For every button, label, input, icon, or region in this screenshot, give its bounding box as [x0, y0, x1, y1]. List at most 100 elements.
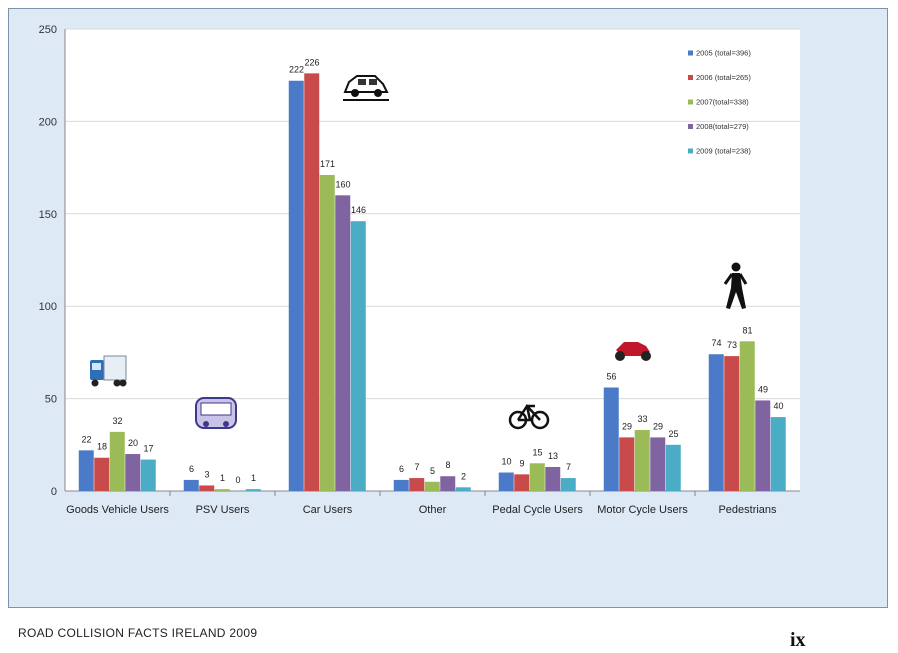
bar [214, 489, 230, 491]
data-label: 160 [335, 179, 350, 189]
legend-swatch [688, 50, 693, 56]
data-label: 5 [430, 466, 435, 476]
motorcycle-icon [615, 342, 651, 361]
bar [424, 481, 440, 491]
bicycle-icon [508, 403, 550, 430]
data-label: 146 [351, 205, 366, 215]
bus-icon [195, 397, 237, 429]
bar [319, 174, 335, 491]
x-tick-label: Motor Cycle Users [597, 504, 688, 516]
bar [739, 341, 755, 491]
data-label: 3 [204, 469, 209, 479]
legend-label: 2006 (total=265) [696, 73, 751, 82]
data-label: 222 [289, 65, 304, 75]
data-label: 17 [143, 444, 153, 454]
data-label: 8 [445, 460, 450, 470]
bars [78, 73, 786, 492]
footer-title: ROAD COLLISION FACTS IRELAND 2009 [18, 626, 258, 640]
bar [125, 454, 141, 491]
data-label: 73 [727, 340, 737, 350]
bar [183, 479, 199, 491]
car-icon [343, 75, 389, 101]
legend-swatch [688, 148, 693, 154]
data-label: 40 [773, 401, 783, 411]
legend-label: 2008(total=279) [696, 122, 749, 131]
legend: 2005 (total=396) 2006 (total=265) 2007(tot… [688, 49, 751, 156]
bar [393, 479, 409, 491]
data-label: 74 [711, 338, 721, 348]
legend-swatch [688, 99, 693, 105]
bar [94, 457, 110, 491]
bar [199, 485, 215, 491]
bar [409, 478, 425, 491]
data-label: 7 [414, 462, 419, 472]
page-number: ix [790, 629, 806, 651]
bar [335, 195, 351, 491]
data-label: 9 [519, 458, 524, 468]
legend-label: 2009 (total=238) [696, 147, 751, 156]
data-label: 10 [501, 457, 511, 467]
data-label: 2 [461, 471, 466, 481]
x-tick-label: Car Users [303, 504, 353, 516]
x-tick-label: Other [419, 504, 447, 516]
bar [619, 437, 635, 491]
data-label: 13 [548, 451, 558, 461]
legend-label: 2007(total=338) [696, 98, 749, 107]
data-label: 171 [320, 159, 335, 169]
data-label: 49 [758, 384, 768, 394]
y-tick-label: 250 [39, 24, 57, 36]
bar [304, 73, 320, 492]
bar [514, 474, 530, 491]
bar [708, 354, 724, 491]
y-tick-labels: 0 50 100 150 200 250 [39, 24, 57, 498]
bar [455, 487, 471, 491]
bar [140, 459, 156, 491]
bar [724, 356, 740, 491]
data-label: 7 [566, 462, 571, 472]
pedestrian-icon [723, 262, 748, 309]
data-label: 226 [304, 57, 319, 67]
bar [498, 472, 514, 491]
x-tick-label: PSV Users [196, 504, 250, 516]
data-label: 20 [128, 438, 138, 448]
data-label: 15 [532, 447, 542, 457]
bar [288, 80, 304, 491]
y-tick-label: 200 [39, 116, 57, 128]
data-label: 18 [97, 442, 107, 452]
data-label: 56 [606, 372, 616, 382]
bar [560, 478, 576, 491]
bar [245, 489, 261, 491]
bar [665, 444, 681, 491]
bar [634, 430, 650, 491]
bar [770, 417, 786, 491]
legend-label: 2005 (total=396) [696, 49, 751, 58]
bar [350, 221, 366, 491]
x-tick-label: Pedestrians [718, 504, 777, 516]
legend-swatch [688, 75, 693, 80]
data-label: 29 [653, 421, 663, 431]
data-label: 0 [235, 475, 240, 485]
bar [603, 387, 619, 491]
data-label: 32 [112, 416, 122, 426]
data-label: 81 [742, 325, 752, 335]
data-label: 6 [399, 464, 404, 474]
data-label: 29 [622, 421, 632, 431]
bar [529, 463, 545, 491]
data-label: 1 [220, 473, 225, 483]
data-label: 33 [637, 414, 647, 424]
bar [545, 466, 561, 491]
data-label: 22 [81, 434, 91, 444]
x-tick-label: Pedal Cycle Users [492, 504, 583, 516]
data-label: 25 [668, 429, 678, 439]
truck-icon [90, 355, 127, 387]
legend-swatch [688, 124, 693, 129]
bar [440, 476, 456, 491]
x-tick-label: Goods Vehicle Users [66, 504, 169, 516]
data-label: 1 [251, 473, 256, 483]
bar [78, 450, 94, 491]
data-label: 6 [189, 464, 194, 474]
y-tick-label: 100 [39, 301, 57, 313]
bar [650, 437, 666, 491]
